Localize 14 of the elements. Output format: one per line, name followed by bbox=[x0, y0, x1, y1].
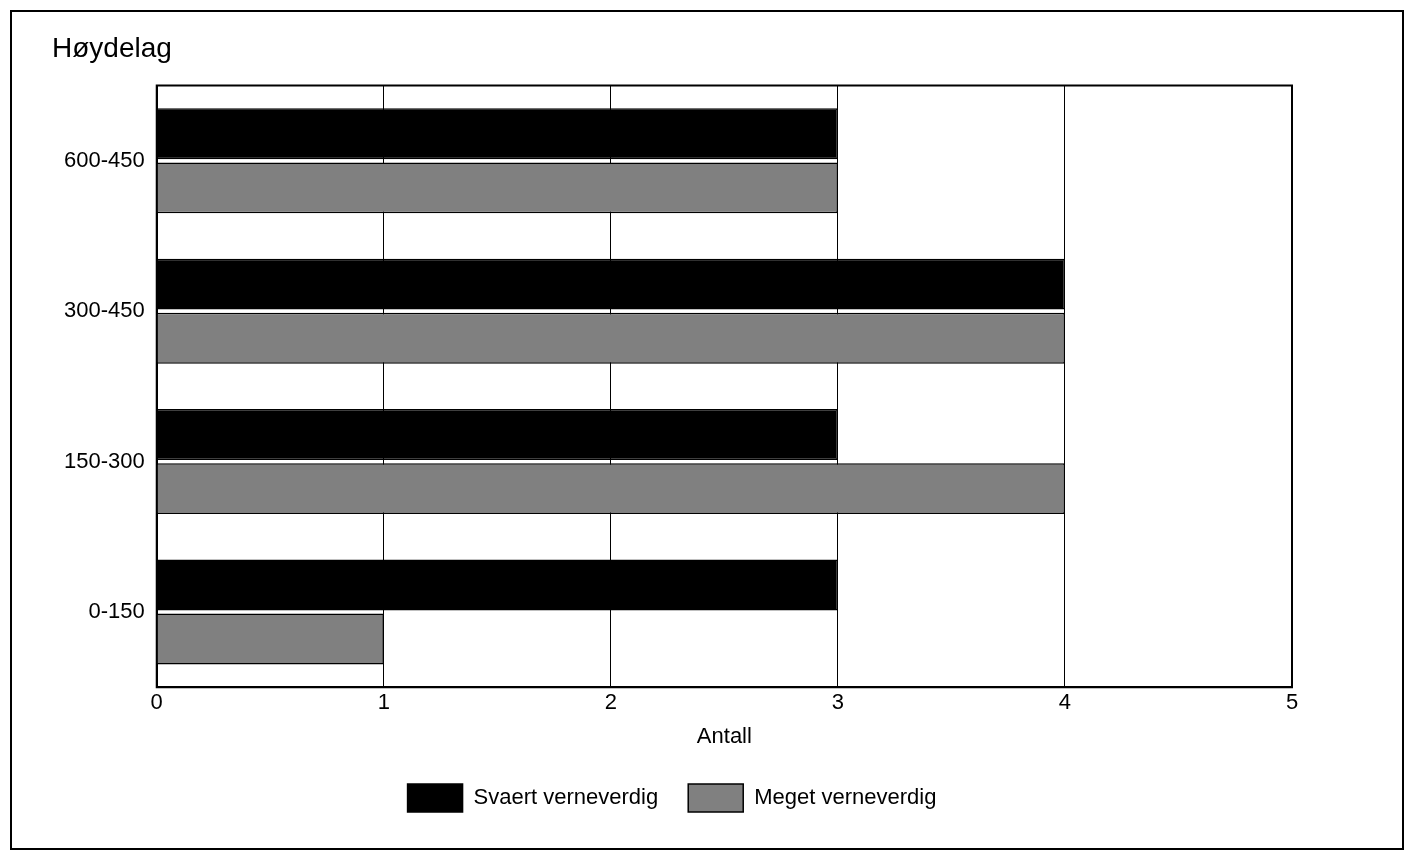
legend-label: Svaert verneverdig bbox=[473, 784, 659, 810]
x-tick-label: 1 bbox=[377, 689, 390, 715]
y-tick-label: 600-450 bbox=[63, 146, 145, 172]
x-tick-label: 2 bbox=[604, 689, 617, 715]
y-tick-label: 150-300 bbox=[63, 447, 145, 473]
x-tick-label: 5 bbox=[1285, 689, 1299, 715]
legend-label: Meget verneverdig bbox=[754, 784, 937, 810]
y-tick-label: 0-150 bbox=[88, 598, 145, 624]
x-axis-title: Antall bbox=[696, 722, 752, 748]
x-tick-label: 3 bbox=[831, 689, 845, 715]
y-axis-title: Høydelag bbox=[52, 31, 172, 63]
y-tick-label: 300-450 bbox=[63, 297, 145, 323]
x-tick-label: 0 bbox=[150, 689, 163, 715]
x-tick-label: 4 bbox=[1058, 689, 1072, 715]
